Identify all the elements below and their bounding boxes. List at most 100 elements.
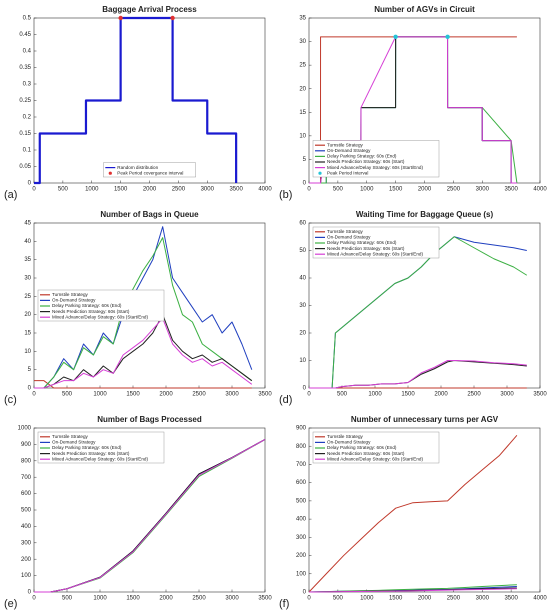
legend-swatch <box>318 171 322 175</box>
series-line <box>34 380 252 389</box>
x-tick-label: 0 <box>32 187 36 193</box>
x-tick-label: 3000 <box>225 596 239 602</box>
x-tick-label: 1000 <box>93 392 107 398</box>
y-tick-label: 800 <box>296 444 307 450</box>
legend-label: On-Demand Strategy <box>52 440 96 445</box>
y-tick-label: 500 <box>296 498 307 504</box>
x-tick-label: 500 <box>333 596 344 602</box>
series-line <box>34 439 266 593</box>
legend-label: Mixed Advance/Delay Strategy: 60s (Start… <box>52 456 148 461</box>
y-tick-label: 35 <box>24 257 31 263</box>
series-line <box>309 360 527 389</box>
x-tick-label: 2000 <box>143 187 157 193</box>
chart-title: Waiting Time for Baggage Queue (s) <box>356 210 494 219</box>
y-tick-label: 100 <box>21 573 32 579</box>
peak-marker <box>118 15 123 21</box>
y-tick-label: 0 <box>303 590 307 596</box>
x-tick-label: 1000 <box>360 187 374 193</box>
y-tick-label: 400 <box>21 524 32 530</box>
y-tick-label: 600 <box>296 480 307 486</box>
y-tick-label: 0.35 <box>19 65 31 71</box>
series-line <box>308 588 517 593</box>
y-tick-label: 45 <box>24 221 31 227</box>
legend-box <box>312 431 440 464</box>
x-tick-label: 1500 <box>114 187 128 193</box>
x-tick-label: 1000 <box>85 187 99 193</box>
legend-label: Delay Parking Strategy: 60s (End) <box>327 445 397 450</box>
y-tick-label: 20 <box>24 312 31 318</box>
x-tick-label: 3000 <box>476 187 490 193</box>
y-tick-label: 100 <box>296 571 307 577</box>
y-tick-label: 800 <box>21 458 32 464</box>
chart-title: Number of Bags Processed <box>97 415 202 424</box>
x-tick-label: 500 <box>333 187 344 193</box>
legend-label: Delay Parking Strategy: 60s (End) <box>52 303 122 308</box>
y-tick-label: 40 <box>299 276 306 282</box>
legend-label: Needs Prediction Strategy: 60s (Start) <box>52 451 130 456</box>
y-tick-label: 900 <box>21 442 32 448</box>
x-tick-label: 4000 <box>533 596 547 602</box>
x-tick-label: 3000 <box>201 187 215 193</box>
series-line <box>34 237 253 389</box>
legend-label: Turnstile Strategy <box>327 229 364 234</box>
x-tick-label: 0 <box>32 392 36 398</box>
y-tick-label: 5 <box>28 367 32 373</box>
legend-label: Needs Prediction Strategy: 60s (Start) <box>327 246 405 251</box>
legend-box <box>103 162 196 178</box>
legend-label: Random distribution <box>117 165 158 170</box>
series-line <box>34 314 253 389</box>
legend-label: Turnstile Strategy <box>52 292 89 297</box>
y-tick-label: 0 <box>28 181 32 187</box>
y-tick-label: 10 <box>24 349 31 355</box>
legend-label: On-Demand Strategy <box>327 440 371 445</box>
y-tick-label: 15 <box>24 331 31 337</box>
y-tick-label: 0.5 <box>23 16 32 22</box>
y-tick-label: 400 <box>296 517 307 523</box>
legend-label: Needs Prediction Strategy: 60s (Start) <box>327 451 405 456</box>
y-tick-label: 30 <box>299 303 306 309</box>
y-tick-label: 900 <box>296 426 307 432</box>
y-tick-label: 30 <box>299 39 306 45</box>
x-tick-label: 2500 <box>467 392 481 398</box>
y-tick-label: 600 <box>21 491 32 497</box>
y-tick-label: 0 <box>303 181 307 187</box>
legend-swatch <box>108 171 112 175</box>
y-tick-label: 50 <box>299 248 306 254</box>
y-tick-label: 0.3 <box>23 82 32 88</box>
peak-marker <box>170 15 175 21</box>
legend-label: Needs Prediction Strategy: 60s (Start) <box>327 159 405 164</box>
y-tick-label: 15 <box>299 110 306 116</box>
y-tick-label: 40 <box>24 239 31 245</box>
y-tick-label: 10 <box>299 358 306 364</box>
x-tick-label: 1500 <box>401 392 415 398</box>
x-tick-label: 3000 <box>476 596 490 602</box>
x-tick-label: 4000 <box>258 187 272 193</box>
legend-label: Mixed Advance/Delay Strategy: 60s (Start… <box>327 251 423 256</box>
legend-label: Mixed Advance/Delay Strategy: 60s (Start… <box>327 165 423 170</box>
x-tick-label: 0 <box>32 596 36 602</box>
y-tick-label: 35 <box>299 16 306 22</box>
panel-label: (f) <box>279 598 289 610</box>
y-tick-label: 10 <box>299 133 306 139</box>
y-tick-label: 0.4 <box>23 49 32 55</box>
x-tick-label: 2500 <box>447 187 461 193</box>
series-line <box>34 226 253 389</box>
chart-title: Number of Bags in Queue <box>100 210 199 219</box>
legend-label: On-Demand Strategy <box>327 235 371 240</box>
y-tick-label: 0.2 <box>23 115 32 121</box>
legend-label: Turnstile Strategy <box>52 434 89 439</box>
y-tick-label: 700 <box>21 475 32 481</box>
legend-label: On-Demand Strategy <box>52 298 96 303</box>
x-tick-label: 500 <box>58 187 69 193</box>
y-tick-label: 25 <box>24 294 31 300</box>
series-line <box>34 16 238 185</box>
plot-frame <box>33 17 266 184</box>
legend-label: Needs Prediction Strategy: 60s (Start) <box>52 309 130 314</box>
x-tick-label: 500 <box>62 392 73 398</box>
y-tick-label: 30 <box>24 276 31 282</box>
legend-label: Delay Parking Strategy: 60s (End) <box>327 240 397 245</box>
y-tick-label: 0 <box>303 386 307 392</box>
chart-title: Number of AGVs in Circuit <box>374 5 475 14</box>
x-tick-label: 2500 <box>447 596 461 602</box>
y-tick-label: 0 <box>28 590 32 596</box>
